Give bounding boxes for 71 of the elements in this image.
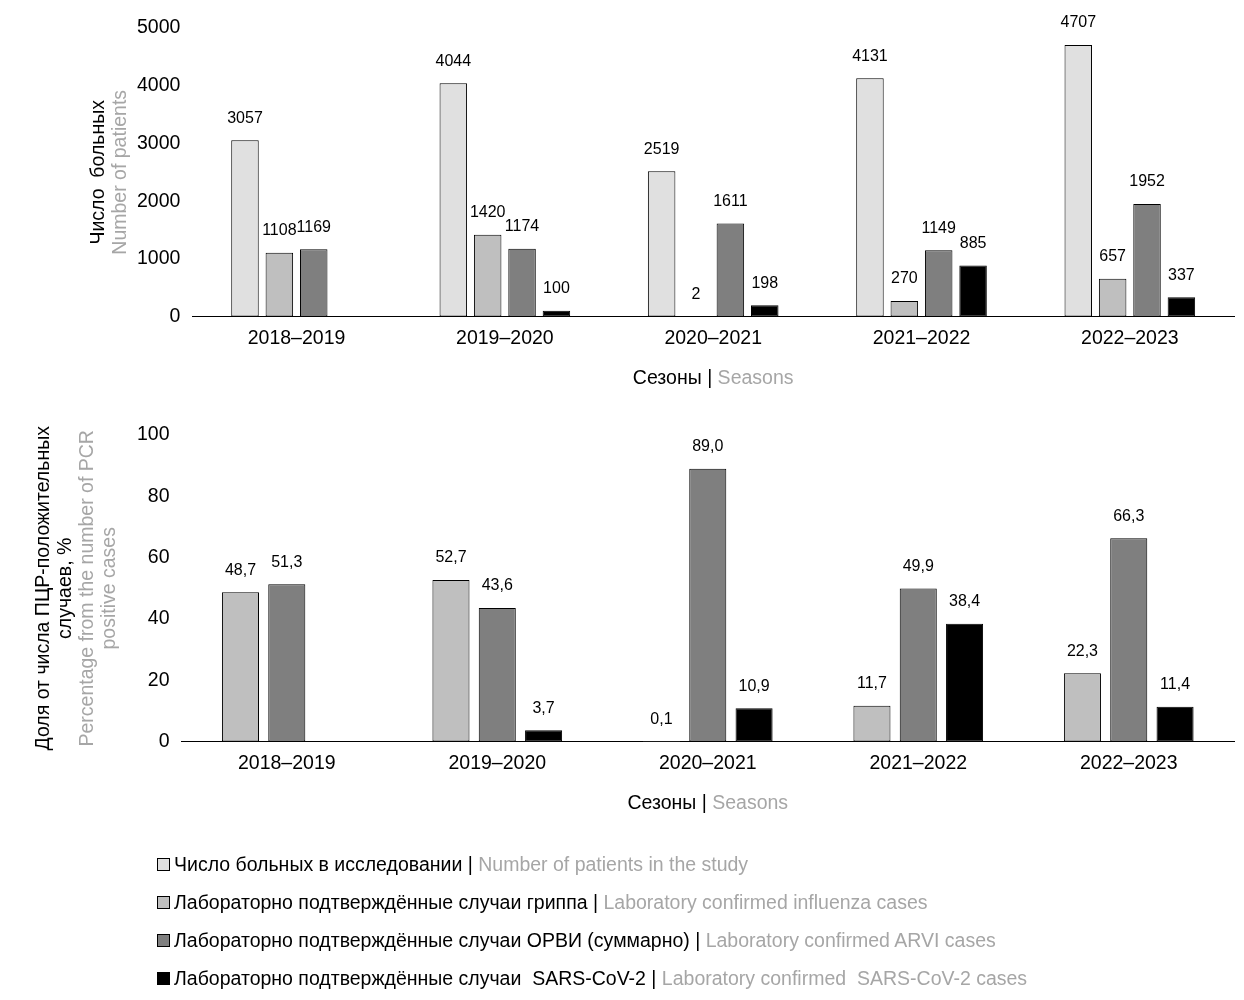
data-label: 270: [890, 269, 918, 287]
data-label: 1149: [921, 218, 957, 236]
y-axis-title: Число больных Number of patients: [85, 89, 130, 255]
x-tick-label: 2019–2020: [456, 325, 554, 348]
x-tick-label: 2019–2020: [448, 750, 547, 773]
bar: [735, 708, 773, 742]
y-tick-label: 0: [169, 303, 181, 326]
data-label: 4131: [852, 46, 888, 64]
x-tick-label: 2021–2022: [869, 750, 968, 773]
legend-label: Число больных в исследовании | Number of patients in the study: [174, 852, 749, 876]
data-label: 3,7: [532, 698, 555, 716]
y-tick-label: 2000: [136, 188, 181, 211]
data-label: 2519: [643, 139, 680, 157]
data-label: 198: [751, 273, 779, 291]
data-label: 1174: [504, 217, 540, 235]
x-tick-label: 2020–2021: [664, 325, 762, 348]
bar: [525, 730, 563, 742]
y-tick-label: 40: [147, 606, 170, 629]
x-tick-label: 2020–2021: [658, 750, 757, 773]
x-tick-label: 2022–2023: [1081, 325, 1179, 348]
x-tick-label: 2022–2023: [1079, 750, 1178, 773]
bar: [751, 305, 779, 317]
data-label: 11,4: [1160, 675, 1191, 693]
data-label: 4044: [435, 51, 472, 69]
data-label: 11,7: [856, 674, 888, 692]
y-tick-label: 4000: [136, 73, 181, 96]
bar: [959, 265, 987, 317]
data-label: 48,7: [224, 560, 257, 578]
y-tick-label: 3000: [136, 130, 181, 153]
data-label: 657: [1099, 247, 1127, 265]
x-axis-title: Сезоны | Seasons: [627, 790, 789, 813]
x-axis-title: Сезоны | Seasons: [632, 365, 794, 388]
data-label: 51,3: [271, 552, 303, 570]
data-label: 89,0: [692, 437, 724, 455]
data-label: 3057: [227, 108, 263, 126]
x-tick-label: 2021–2022: [872, 325, 971, 348]
data-label: 1108: [262, 221, 297, 239]
bar: [1156, 706, 1194, 742]
data-label: 0,1: [650, 709, 673, 727]
data-label: 4707: [1060, 13, 1097, 31]
data-label: 66,3: [1113, 506, 1145, 524]
x-tick-label: 2018–2019: [247, 325, 346, 348]
data-label: 10,9: [738, 676, 770, 694]
data-label: 52,7: [435, 548, 467, 566]
data-label: 49,9: [902, 557, 934, 575]
legend-label: Лабораторно подтверждённые случаи ОРВИ (суммарно) | Laboratory confirmed ARVI cases: [174, 928, 996, 952]
legend-label: Лабораторно подтверждённые случаи гриппа | Laboratory confirmed influenza cases: [174, 890, 928, 914]
data-label: 100: [543, 279, 570, 297]
y-tick-label: 100: [136, 422, 170, 445]
data-label: 38,4: [949, 592, 981, 610]
y-tick-label: 5000: [136, 15, 181, 38]
y-tick-label: 60: [147, 545, 170, 568]
y-tick-label: 80: [147, 483, 170, 506]
y-tick-label: 20: [147, 667, 170, 690]
legend-label: Лабораторно подтверждённые случаи SARS-CoV-2 | Laboratory confirmed SARS-CoV-2 cases: [174, 966, 1028, 990]
data-label: 885: [959, 233, 987, 251]
bar: [946, 623, 984, 742]
x-tick-label: 2018–2019: [237, 750, 336, 773]
data-label: 1420: [469, 203, 506, 221]
y-tick-label: 0: [158, 728, 170, 751]
data-label: 2: [691, 284, 701, 302]
data-label: 43,6: [481, 576, 513, 594]
data-label: 22,3: [1066, 641, 1099, 659]
y-axis-title: Доля от числа ПЦР-положительных случаев, % Percentage from the number of PCR positive cases: [30, 425, 119, 751]
bar: [542, 310, 571, 317]
data-label: 337: [1168, 265, 1195, 283]
data-label: 1169: [296, 217, 332, 235]
y-tick-label: 1000: [136, 246, 181, 269]
data-label: 1611: [713, 192, 748, 210]
data-label: 1952: [1129, 172, 1165, 190]
bar: [1167, 297, 1196, 317]
